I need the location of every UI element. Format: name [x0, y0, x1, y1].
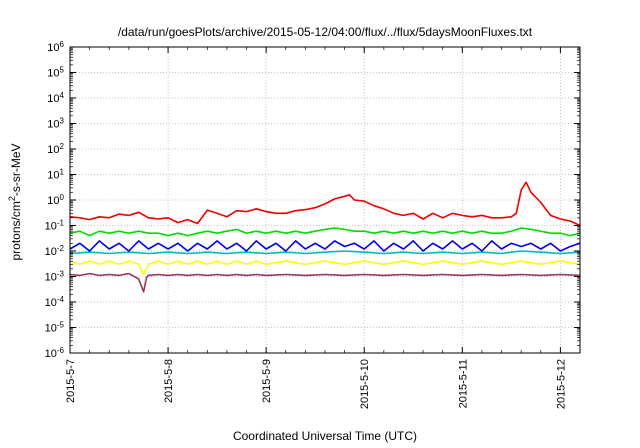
y-tick-exponent: -4	[57, 295, 65, 304]
y-tick-exponent: 4	[60, 91, 65, 100]
y-axis-label-main: protons/cm	[9, 201, 23, 260]
x-tick-label: 2015-5-9	[261, 359, 273, 403]
y-tick-exponent: 6	[60, 40, 65, 49]
y-tick-label: 10-6	[45, 346, 65, 361]
y-tick-base: 10	[47, 170, 59, 182]
y-tick-base: 10	[47, 119, 59, 131]
y-tick-exponent: 1	[60, 167, 65, 176]
y-tick-label: 101	[47, 167, 64, 182]
y-tick-exponent: -2	[57, 244, 65, 253]
y-tick-base: 10	[45, 297, 57, 309]
y-tick-exponent: 5	[60, 65, 65, 74]
y-tick-label: 102	[47, 142, 64, 157]
y-tick-base: 10	[47, 93, 59, 105]
y-tick-base: 10	[45, 246, 57, 258]
y-tick-exponent: -5	[57, 320, 65, 329]
y-tick-base: 10	[45, 221, 57, 233]
x-tick-label: 2015-5-7	[65, 359, 77, 403]
y-tick-base: 10	[45, 323, 57, 335]
grid-lines	[70, 47, 580, 353]
y-tick-label: 104	[47, 91, 64, 106]
y-tick-base: 10	[47, 144, 59, 156]
y-tick-label: 100	[47, 193, 64, 208]
y-tick-exponent: -6	[57, 346, 65, 355]
series-line-6	[69, 272, 581, 293]
y-tick-exponent: 3	[60, 116, 65, 125]
y-tick-exponent: -3	[57, 269, 65, 278]
x-tick-label: 2015-5-11	[457, 359, 469, 408]
x-axis-label: Coordinated Universal Time (UTC)	[233, 429, 417, 443]
y-tick-labels: 10-610-510-410-310-210-11001011021031041…	[45, 40, 65, 361]
y-tick-base: 10	[45, 348, 57, 360]
y-tick-exponent: -1	[57, 218, 65, 227]
series-layer	[69, 181, 581, 293]
y-axis-label: protons/cm2-s-sr-MeV	[7, 143, 23, 260]
y-tick-label: 10-2	[45, 244, 65, 259]
series-line-3	[69, 240, 581, 252]
x-tick-label: 2015-5-8	[163, 359, 175, 403]
series-line-2	[69, 227, 581, 237]
y-tick-label: 105	[47, 65, 64, 80]
x-tick-label: 2015-5-12	[555, 359, 567, 409]
y-tick-base: 10	[47, 68, 59, 80]
chart-title: /data/run/goesPlots/archive/2015-05-12/0…	[118, 25, 533, 39]
y-tick-base: 10	[47, 42, 59, 54]
x-tick-labels: 2015-5-7 2015-5-8 2015-5-9 2015-5-10 2015-5-…	[65, 359, 567, 409]
y-tick-label: 10-3	[45, 269, 65, 284]
y-tick-base: 10	[45, 272, 57, 284]
y-tick-exponent: 0	[60, 193, 65, 202]
series-line-5	[69, 260, 581, 276]
y-tick-exponent: 2	[60, 142, 65, 151]
y-tick-label: 10-5	[45, 320, 65, 335]
y-tick-label: 106	[47, 40, 64, 55]
x-tick-label: 2015-5-10	[359, 359, 371, 409]
y-tick-label: 10-4	[45, 295, 65, 310]
series-line-1	[69, 181, 581, 227]
series-line-4	[69, 250, 581, 255]
axis-ticks	[69, 46, 581, 354]
y-axis-label-superscript: 2	[7, 196, 17, 201]
y-tick-label: 103	[47, 116, 64, 131]
y-axis-label-rest: -s-sr-MeV	[9, 143, 23, 196]
y-tick-base: 10	[47, 195, 59, 207]
y-tick-label: 10-1	[45, 218, 65, 233]
